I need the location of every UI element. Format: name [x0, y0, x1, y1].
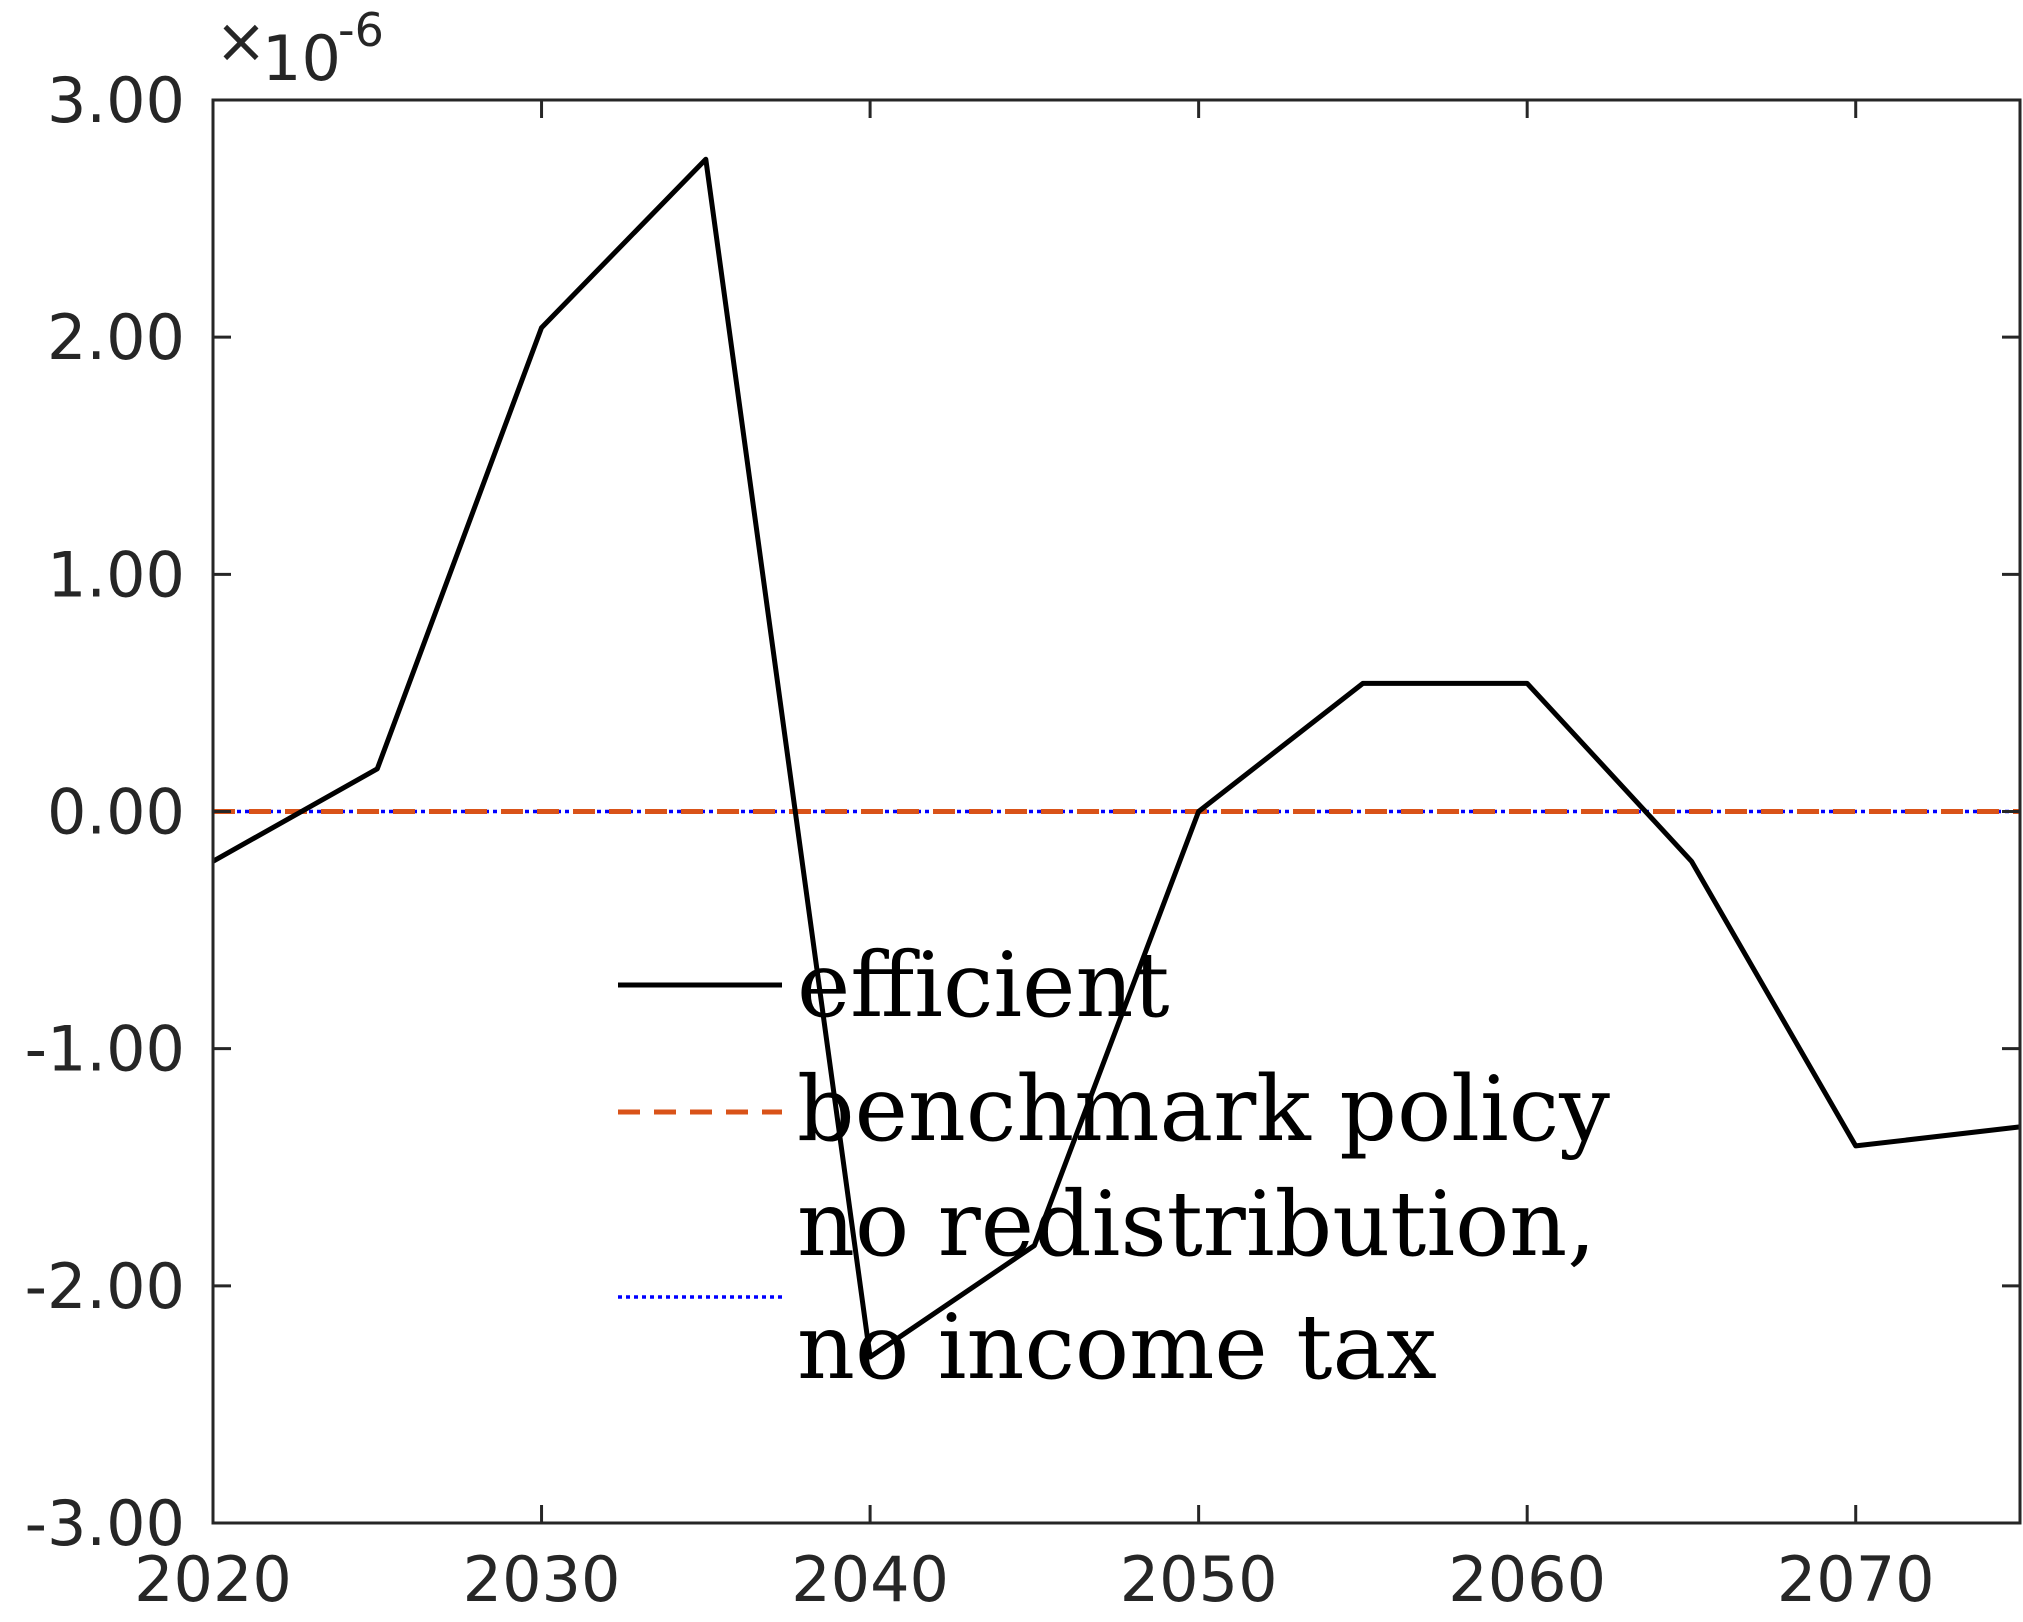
y-exponent-power: -6: [338, 3, 384, 57]
y-tick-label: 3.00: [47, 64, 185, 137]
y-tick-label: 1.00: [47, 538, 185, 611]
legend-label-no-redistribution-line1: no redistribution,: [797, 1172, 1596, 1277]
y-tick-label: 0.00: [47, 776, 185, 849]
x-tick-label: 2030: [463, 1543, 621, 1616]
series-line-0: [211, 156, 2021, 1360]
y-exponent-base: 10: [262, 22, 341, 95]
x-tick-label: 2060: [1448, 1543, 1606, 1616]
y-exponent: × 10 -6: [215, 3, 384, 95]
plot-lines: [211, 156, 2021, 1360]
x-tick-label: 2020: [134, 1543, 292, 1616]
y-tick-label: -1.00: [25, 1013, 185, 1086]
y-tick-label: -3.00: [25, 1487, 185, 1560]
x-tick-label: 2050: [1120, 1543, 1278, 1616]
y-exponent-times: ×: [215, 4, 267, 77]
y-tick-label: -2.00: [25, 1250, 185, 1323]
axis-tick-labels: 2020 2030 2040 2050 2060 2070 -3.00 -2.00 -1.00 0…: [25, 64, 1935, 1616]
x-tick-label: 2070: [1777, 1543, 1935, 1616]
legend: efficient benchmark policy no redistribu…: [618, 933, 1610, 1400]
y-tick-label: 2.00: [47, 301, 185, 374]
legend-label-no-redistribution-line2: no income tax: [797, 1295, 1437, 1400]
legend-label-efficient: efficient: [797, 933, 1170, 1038]
axis-ticks: [211, 98, 2020, 1525]
x-tick-label: 2040: [791, 1543, 949, 1616]
legend-label-benchmark-policy: benchmark policy: [797, 1057, 1610, 1162]
